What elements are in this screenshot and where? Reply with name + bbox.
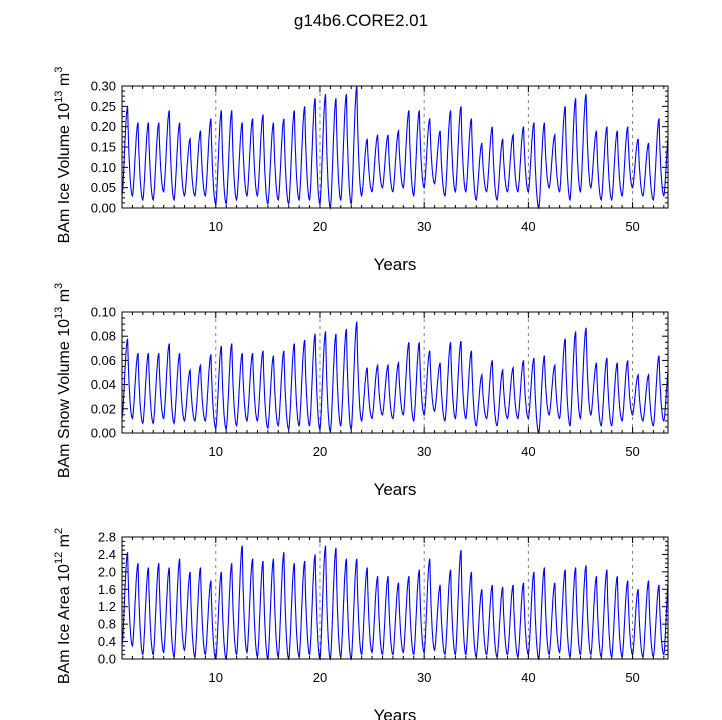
x-tick-label: 10 xyxy=(209,670,223,685)
x-tick-label: 40 xyxy=(521,219,535,234)
series-line-ice-area xyxy=(121,545,669,661)
x-tick-label: 50 xyxy=(625,219,639,234)
y-tick-label: 2.4 xyxy=(98,547,116,562)
x-tick-label: 30 xyxy=(417,444,431,459)
y-tick-label: 1.6 xyxy=(98,582,116,597)
x-axis-label: Years xyxy=(374,706,417,720)
x-tick-label: 10 xyxy=(209,444,223,459)
y-tick-label: 0.15 xyxy=(91,140,116,155)
y-tick-label: 1.2 xyxy=(98,599,116,614)
y-tick-label: 0.00 xyxy=(91,201,116,216)
y-tick-label: 0.02 xyxy=(91,401,116,416)
y-tick-label: 0.8 xyxy=(98,617,116,632)
y-axis-label: BAm Ice Area 1012 m2 xyxy=(53,528,73,684)
y-tick-label: 2.0 xyxy=(98,564,116,579)
plot-frame xyxy=(121,536,669,660)
x-tick-label: 30 xyxy=(417,670,431,685)
y-tick-label: 0.04 xyxy=(91,377,116,392)
x-tick-label: 10 xyxy=(209,219,223,234)
figure-title: g14b6.CORE2.01 xyxy=(294,11,428,30)
y-axis-label: BAm Snow Volume 1013 m3 xyxy=(53,283,73,478)
x-tick-label: 40 xyxy=(521,444,535,459)
series-line-snow-volume xyxy=(121,321,669,435)
x-tick-label: 20 xyxy=(313,670,327,685)
series-line-ice-volume xyxy=(121,85,669,210)
y-tick-label: 0.0 xyxy=(98,652,116,667)
y-axis-label: BAm Ice Volume 1013 m3 xyxy=(53,67,73,244)
y-tick-label: 0.08 xyxy=(91,329,116,344)
x-axis-label: Years xyxy=(374,480,417,499)
x-tick-label: 30 xyxy=(417,219,431,234)
x-tick-label: 50 xyxy=(625,670,639,685)
x-tick-label: 40 xyxy=(521,670,535,685)
panels: 10 20 30 40 50 0.00 0.05 0.10 0.15 0.20 0.25 0.30 Ye… xyxy=(53,67,669,720)
panel-ice-area: 10 20 30 40 50 0.0 0.4 0.8 1.2 1.6 2.0 2.4 2.8 Years B… xyxy=(53,528,669,720)
y-tick-label: 0.30 xyxy=(91,79,116,94)
y-tick-label: 0.05 xyxy=(91,180,116,195)
x-axis-label: Years xyxy=(374,255,417,274)
y-tick-label: 0.20 xyxy=(91,119,116,134)
x-tick-label: 20 xyxy=(313,444,327,459)
y-tick-label: 0.4 xyxy=(98,634,116,649)
x-tick-label: 20 xyxy=(313,219,327,234)
panel-ice-volume: 10 20 30 40 50 0.00 0.05 0.10 0.15 0.20 0.25 0.30 Ye… xyxy=(53,67,669,274)
y-tick-label: 2.8 xyxy=(98,530,116,545)
y-tick-label: 0.25 xyxy=(91,99,116,114)
panel-snow-volume: 10 20 30 40 50 0.00 0.02 0.04 0.06 0.08 0.10 Years B… xyxy=(53,283,669,499)
y-tick-label: 0.00 xyxy=(91,426,116,441)
y-tick-label: 0.06 xyxy=(91,353,116,368)
y-tick-label: 0.10 xyxy=(91,160,116,175)
x-tick-label: 50 xyxy=(625,444,639,459)
y-tick-label: 0.10 xyxy=(91,305,116,320)
